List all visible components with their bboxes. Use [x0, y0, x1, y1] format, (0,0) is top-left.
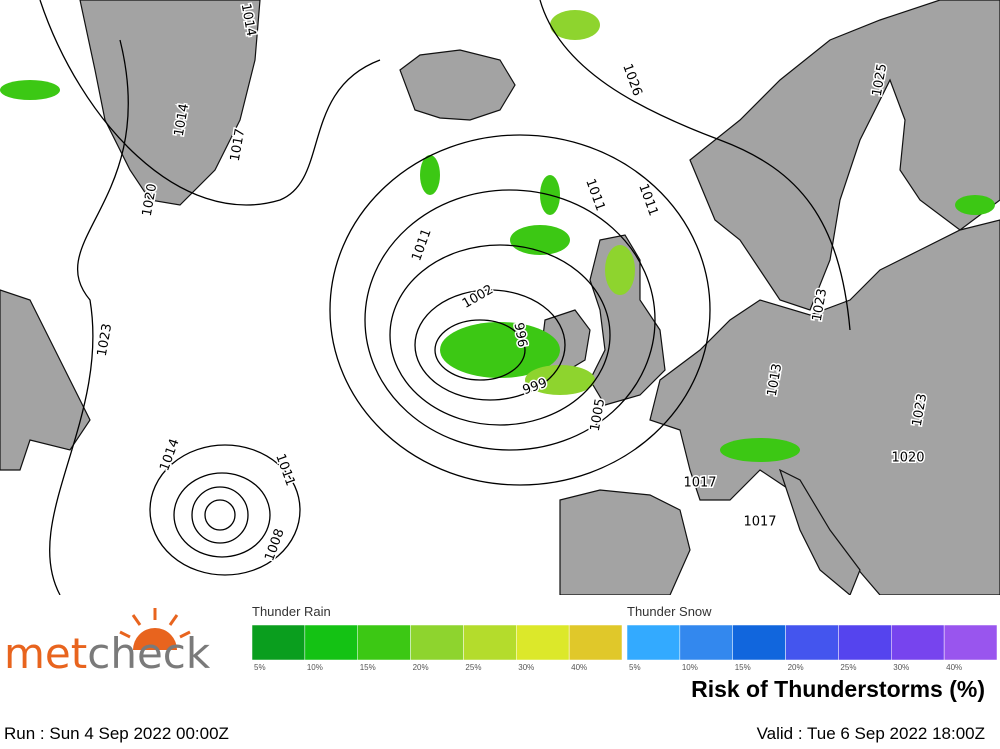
legend-label: 25%: [840, 663, 856, 672]
legend-swatch: [304, 624, 358, 661]
canada: [0, 289, 91, 471]
footer: [0, 595, 1000, 749]
rain-legend-title: Thunder Rain: [252, 604, 331, 619]
legend-label: 25%: [465, 663, 481, 672]
rain-area: [0, 80, 60, 100]
logo-part: met: [4, 629, 87, 678]
isobar-label: 1023: [910, 392, 931, 427]
legend-label: 15%: [735, 663, 751, 672]
iceland: [399, 49, 516, 121]
legend-swatch: [679, 624, 733, 661]
isobar-label: 996: [510, 321, 529, 348]
legend-label: 40%: [946, 663, 962, 672]
legend-swatch: [838, 624, 892, 661]
isobar-label: 1020: [140, 182, 161, 217]
isobar: [329, 134, 711, 486]
snow-legend-title: Thunder Snow: [627, 604, 712, 619]
legend-swatch: [943, 624, 998, 661]
isobars: [39, 0, 851, 596]
legend-swatch: [463, 624, 517, 661]
isobar-label: 1014: [238, 2, 259, 37]
isobar-label: 1005: [588, 397, 609, 432]
logo: metcheck: [4, 608, 211, 678]
rain-area: [720, 438, 800, 462]
legend-label: 10%: [307, 663, 323, 672]
isobar-label: 1023: [95, 322, 116, 357]
legend-swatch: [410, 624, 464, 661]
scandinavia: [689, 0, 1000, 311]
legend-swatch: [516, 624, 570, 661]
rain-area: [440, 322, 560, 378]
legend-label: 30%: [893, 663, 909, 672]
isobar-label: 1025: [870, 62, 891, 97]
legend-label: 20%: [788, 663, 804, 672]
rain-area: [525, 365, 595, 395]
legend-swatch: [626, 624, 681, 661]
legend-label: 40%: [571, 663, 587, 672]
legend-swatch: [785, 624, 839, 661]
legend-label: 20%: [413, 663, 429, 672]
isobar-label: 1017: [743, 515, 776, 530]
isobar-label: 1014: [172, 102, 193, 137]
run-time: Run : Sun 4 Sep 2022 00:00Z: [4, 724, 229, 743]
legend: 5% 10% 15% 20% 25% 30% 40% 5% 10% 15% 20% 25% 30% 40%: [251, 624, 998, 672]
isobar-label: 1020: [891, 451, 924, 466]
isobar: [434, 319, 526, 381]
legend-swatch: [568, 624, 623, 661]
greenland: [79, 0, 261, 206]
rain-area: [605, 245, 635, 295]
isobar-label: 1017: [228, 127, 249, 162]
valid-time: Valid : Tue 6 Sep 2022 18:00Z: [757, 724, 985, 743]
logo-sun: [119, 608, 191, 639]
legend-label: 30%: [518, 663, 534, 672]
isobar: [191, 486, 249, 544]
iberia: [559, 489, 691, 596]
legend-title: Risk of Thunderstorms (%): [691, 676, 985, 702]
isobar: [149, 444, 301, 576]
isobar: [539, 0, 851, 331]
isobar-label: 1013: [765, 362, 786, 397]
legend-label: 5%: [629, 663, 641, 672]
isobar: [364, 189, 656, 451]
logo-part: check: [87, 629, 211, 678]
legend-label: 5%: [254, 663, 266, 672]
legend-swatch: [891, 624, 945, 661]
legend-swatch: [732, 624, 786, 661]
logo-text: metcheck: [4, 629, 211, 678]
isobar: [204, 499, 236, 531]
legend-swatch: [251, 624, 306, 661]
isobar: [389, 244, 611, 426]
isobar: [414, 289, 566, 401]
isobar-label: 1017: [683, 476, 716, 491]
isobar: [173, 472, 271, 558]
italy: [778, 468, 861, 596]
legend-label: 15%: [360, 663, 376, 672]
rain-area: [955, 195, 995, 215]
isobar: [39, 0, 381, 206]
legend-swatch: [357, 624, 411, 661]
rain-area: [420, 155, 440, 195]
legend-label: 10%: [682, 663, 698, 672]
rain-area: [550, 10, 600, 40]
isobar-label: 1023: [810, 287, 831, 322]
isobar: [49, 39, 129, 596]
